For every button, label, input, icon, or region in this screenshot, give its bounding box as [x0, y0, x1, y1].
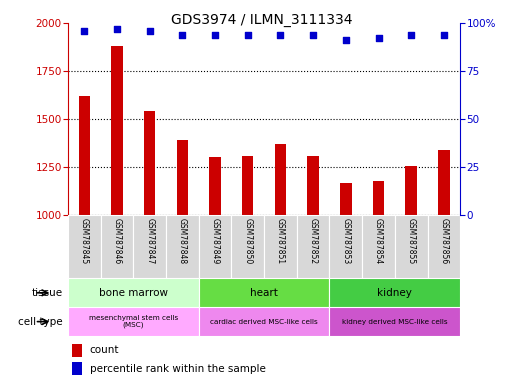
Text: GSM787852: GSM787852 [309, 218, 317, 264]
Text: count: count [89, 345, 119, 355]
Bar [329, 215, 362, 278]
Text: GSM787855: GSM787855 [407, 218, 416, 265]
Bar [405, 166, 417, 215]
Bar [111, 46, 123, 215]
Point [342, 37, 350, 43]
Bar [199, 307, 329, 336]
Point [178, 31, 187, 38]
Point [276, 31, 285, 38]
Bar [209, 157, 221, 215]
Text: bone marrow: bone marrow [99, 288, 168, 298]
Bar [362, 215, 395, 278]
Bar [166, 215, 199, 278]
Bar [329, 307, 460, 336]
Point [309, 31, 317, 38]
Bar [199, 215, 231, 278]
Bar [395, 215, 428, 278]
Bar [275, 144, 286, 215]
Text: heart: heart [250, 288, 278, 298]
Text: GSM787845: GSM787845 [80, 218, 89, 265]
Text: tissue: tissue [31, 288, 63, 298]
Point [244, 31, 252, 38]
Bar [68, 278, 199, 307]
Bar [177, 140, 188, 215]
Text: GSM787854: GSM787854 [374, 218, 383, 265]
Point [374, 35, 383, 41]
Text: kidney: kidney [378, 288, 412, 298]
Bar [297, 215, 329, 278]
Bar [308, 156, 319, 215]
Text: GDS3974 / ILMN_3111334: GDS3974 / ILMN_3111334 [170, 13, 353, 27]
Bar [329, 278, 460, 307]
Point [80, 28, 88, 34]
Bar [72, 362, 82, 375]
Bar [133, 215, 166, 278]
Text: cardiac derived MSC-like cells: cardiac derived MSC-like cells [210, 319, 318, 324]
Text: cell type: cell type [18, 316, 63, 327]
Point [407, 31, 415, 38]
Text: GSM787856: GSM787856 [439, 218, 448, 265]
Text: GSM787853: GSM787853 [342, 218, 350, 265]
Text: mesenchymal stem cells
(MSC): mesenchymal stem cells (MSC) [89, 315, 178, 328]
Bar [438, 150, 450, 215]
Bar [68, 215, 100, 278]
Bar [78, 96, 90, 215]
Bar [72, 344, 82, 357]
Text: kidney derived MSC-like cells: kidney derived MSC-like cells [342, 319, 448, 324]
Point [145, 28, 154, 34]
Bar [68, 307, 199, 336]
Bar [373, 182, 384, 215]
Text: GSM787847: GSM787847 [145, 218, 154, 265]
Point [440, 31, 448, 38]
Bar [199, 278, 329, 307]
Text: percentile rank within the sample: percentile rank within the sample [89, 364, 266, 374]
Text: GSM787850: GSM787850 [243, 218, 252, 265]
Bar [144, 111, 155, 215]
Text: GSM787849: GSM787849 [211, 218, 220, 265]
Text: GSM787851: GSM787851 [276, 218, 285, 264]
Bar [264, 215, 297, 278]
Text: GSM787846: GSM787846 [112, 218, 121, 265]
Bar [340, 184, 351, 215]
Point [113, 26, 121, 32]
Bar [231, 215, 264, 278]
Point [211, 31, 219, 38]
Bar [428, 215, 460, 278]
Bar [242, 157, 254, 215]
Text: GSM787848: GSM787848 [178, 218, 187, 264]
Bar [100, 215, 133, 278]
